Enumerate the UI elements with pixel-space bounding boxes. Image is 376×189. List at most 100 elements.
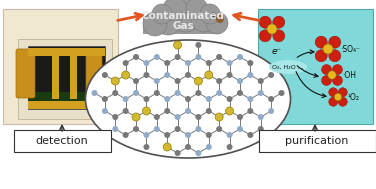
Circle shape bbox=[143, 96, 149, 102]
Circle shape bbox=[329, 88, 338, 97]
Circle shape bbox=[200, 4, 220, 24]
Circle shape bbox=[191, 6, 217, 32]
FancyBboxPatch shape bbox=[28, 48, 105, 56]
Circle shape bbox=[206, 60, 212, 66]
Circle shape bbox=[154, 78, 160, 84]
Circle shape bbox=[206, 108, 212, 114]
Circle shape bbox=[143, 12, 167, 36]
Circle shape bbox=[154, 7, 182, 35]
Circle shape bbox=[227, 132, 233, 138]
FancyBboxPatch shape bbox=[259, 130, 376, 152]
Polygon shape bbox=[28, 92, 105, 109]
Circle shape bbox=[143, 144, 149, 150]
Circle shape bbox=[211, 12, 215, 18]
Circle shape bbox=[206, 96, 212, 102]
Circle shape bbox=[185, 132, 191, 138]
Text: e⁻: e⁻ bbox=[272, 46, 282, 56]
Circle shape bbox=[174, 126, 180, 132]
Polygon shape bbox=[18, 39, 112, 119]
Circle shape bbox=[328, 71, 336, 79]
Circle shape bbox=[185, 96, 191, 102]
Circle shape bbox=[258, 90, 264, 96]
Circle shape bbox=[329, 97, 338, 106]
Circle shape bbox=[206, 132, 212, 138]
FancyBboxPatch shape bbox=[52, 56, 59, 99]
Circle shape bbox=[237, 114, 243, 120]
Circle shape bbox=[315, 50, 327, 62]
FancyBboxPatch shape bbox=[258, 9, 373, 124]
Circle shape bbox=[247, 72, 253, 78]
Polygon shape bbox=[28, 46, 105, 109]
Circle shape bbox=[123, 108, 129, 114]
Circle shape bbox=[102, 96, 108, 102]
Circle shape bbox=[332, 65, 343, 74]
Circle shape bbox=[196, 150, 202, 156]
FancyBboxPatch shape bbox=[14, 130, 111, 152]
Circle shape bbox=[268, 108, 274, 114]
Circle shape bbox=[112, 126, 118, 132]
Circle shape bbox=[216, 54, 222, 60]
Circle shape bbox=[174, 114, 180, 120]
Circle shape bbox=[227, 60, 233, 66]
Circle shape bbox=[196, 54, 202, 60]
Circle shape bbox=[163, 143, 171, 151]
Circle shape bbox=[163, 0, 187, 21]
Circle shape bbox=[154, 90, 160, 96]
Circle shape bbox=[174, 78, 180, 84]
Ellipse shape bbox=[85, 40, 291, 158]
Circle shape bbox=[174, 41, 182, 49]
Circle shape bbox=[329, 36, 341, 48]
Circle shape bbox=[154, 126, 160, 132]
Circle shape bbox=[167, 0, 203, 32]
Circle shape bbox=[215, 113, 223, 121]
Circle shape bbox=[196, 42, 202, 48]
Circle shape bbox=[315, 36, 327, 48]
Circle shape bbox=[133, 54, 139, 60]
Circle shape bbox=[185, 108, 191, 114]
Circle shape bbox=[185, 60, 191, 66]
Circle shape bbox=[279, 90, 285, 96]
Circle shape bbox=[164, 96, 170, 102]
Circle shape bbox=[174, 150, 180, 156]
Circle shape bbox=[154, 54, 160, 60]
Circle shape bbox=[111, 77, 119, 85]
Text: purification: purification bbox=[285, 136, 349, 146]
Circle shape bbox=[259, 16, 271, 28]
Circle shape bbox=[164, 72, 170, 78]
Circle shape bbox=[154, 114, 160, 120]
Circle shape bbox=[206, 12, 228, 34]
Circle shape bbox=[338, 88, 347, 97]
Circle shape bbox=[123, 60, 129, 66]
Circle shape bbox=[112, 90, 118, 96]
Text: Contaminated: Contaminated bbox=[141, 11, 224, 21]
Circle shape bbox=[143, 132, 149, 138]
FancyBboxPatch shape bbox=[70, 56, 77, 99]
Circle shape bbox=[133, 78, 139, 84]
Ellipse shape bbox=[269, 60, 307, 74]
Circle shape bbox=[216, 15, 224, 23]
Text: ·OH: ·OH bbox=[342, 70, 356, 80]
Circle shape bbox=[164, 108, 170, 114]
Circle shape bbox=[273, 30, 285, 42]
Circle shape bbox=[133, 90, 139, 96]
Circle shape bbox=[152, 4, 172, 24]
Circle shape bbox=[227, 72, 233, 78]
Circle shape bbox=[185, 72, 191, 78]
Circle shape bbox=[267, 24, 277, 34]
Circle shape bbox=[143, 107, 150, 115]
Circle shape bbox=[259, 30, 271, 42]
Circle shape bbox=[247, 132, 253, 138]
Circle shape bbox=[143, 72, 149, 78]
Circle shape bbox=[164, 132, 170, 138]
Circle shape bbox=[247, 108, 253, 114]
Circle shape bbox=[143, 60, 149, 66]
Circle shape bbox=[247, 60, 253, 66]
Circle shape bbox=[338, 97, 347, 106]
Circle shape bbox=[112, 114, 118, 120]
FancyBboxPatch shape bbox=[143, 16, 221, 34]
Circle shape bbox=[102, 72, 108, 78]
Circle shape bbox=[268, 72, 274, 78]
Circle shape bbox=[258, 114, 264, 120]
Circle shape bbox=[123, 132, 129, 138]
Text: ·SO₄⁻: ·SO₄⁻ bbox=[340, 44, 360, 53]
